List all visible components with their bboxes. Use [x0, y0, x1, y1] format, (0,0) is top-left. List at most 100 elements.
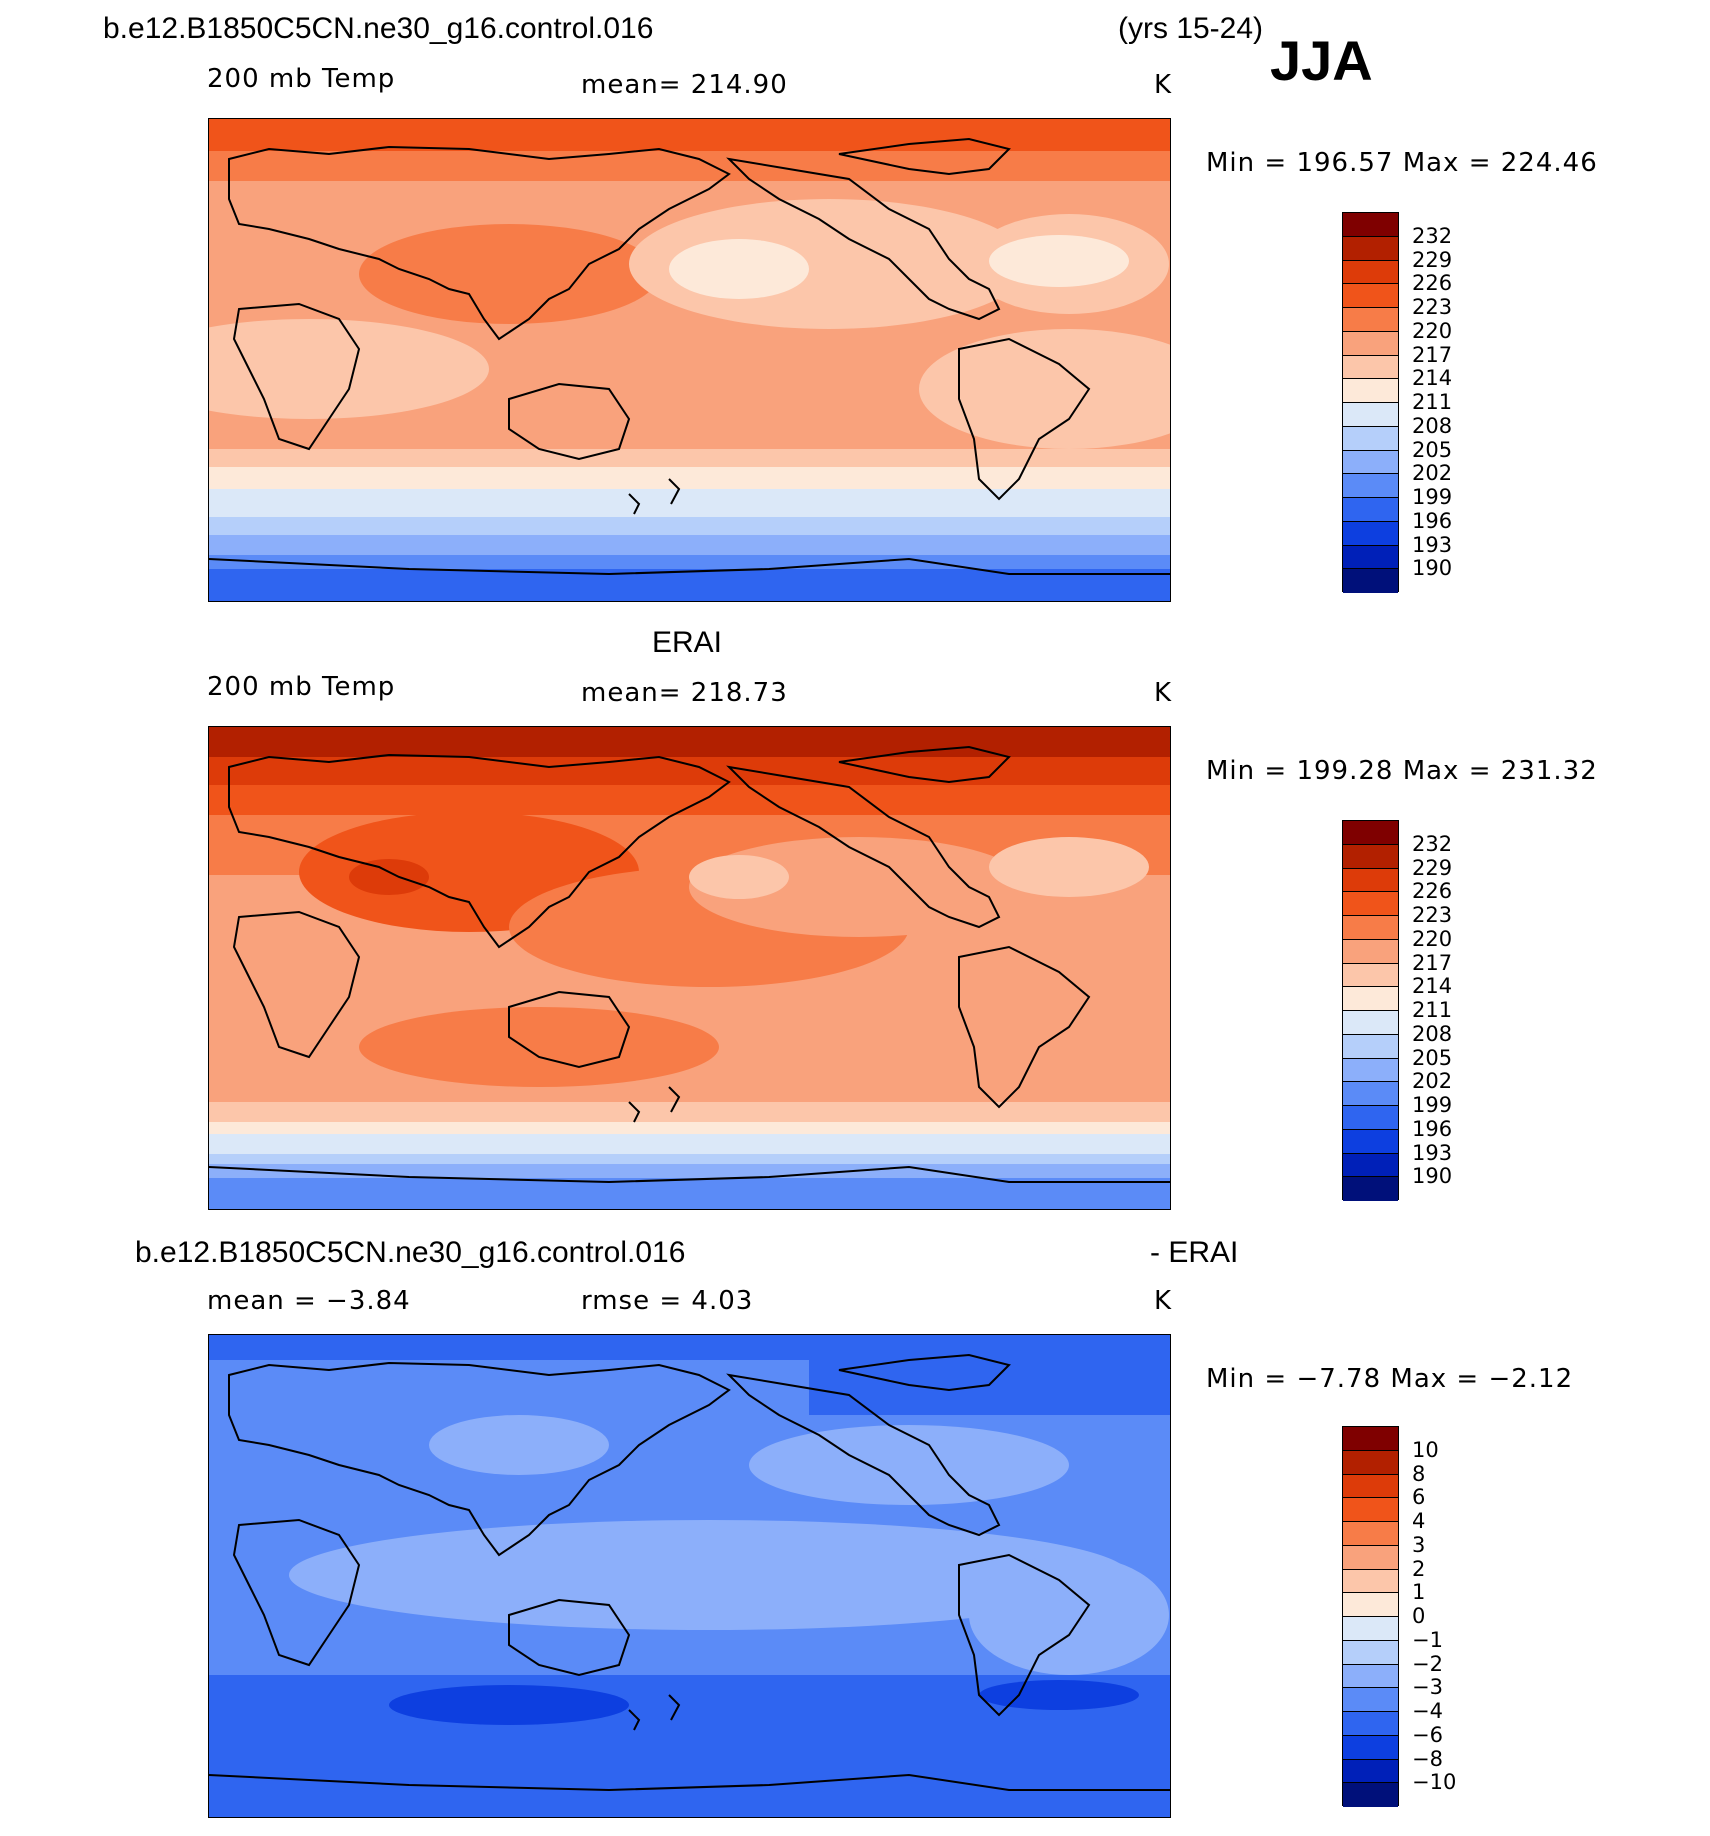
panel3-units: K: [1154, 1286, 1173, 1316]
colorbar-tick-label: −10: [1412, 1770, 1457, 1795]
colorbar-swatch: [1343, 236, 1398, 261]
panel3-rmse: rmse = 4.03: [581, 1286, 754, 1316]
colorbar-swatch: [1343, 1153, 1398, 1178]
panel3-minmax: Min = −7.78 Max = −2.12: [1206, 1364, 1574, 1394]
colorbar-swatch: [1343, 1474, 1398, 1499]
colorbar-swatch: [1343, 1177, 1398, 1201]
colorbar-tick-label: 232: [1412, 831, 1453, 856]
colorbar-swatch: [1343, 545, 1398, 570]
colorbar-swatch: [1343, 498, 1398, 522]
colorbar-swatch: [1343, 355, 1398, 380]
colorbar-tick-label: 8: [1412, 1461, 1426, 1486]
panel2-units: K: [1154, 678, 1173, 708]
panel2-erai-map: [208, 726, 1171, 1210]
years-label: (yrs 15-24): [1118, 12, 1264, 45]
colorbar-tick-label: 226: [1412, 271, 1453, 296]
coastlines-icon: [209, 137, 1170, 576]
colorbar-swatch: [1343, 1617, 1398, 1641]
colorbar-tick-label: 196: [1412, 1116, 1453, 1141]
panel1-mean: mean= 214.90: [581, 70, 788, 100]
colorbar-tick-label: 0: [1412, 1604, 1426, 1628]
panel3-title-right: - ERAI: [1150, 1236, 1239, 1269]
colorbar-swatch: [1343, 1082, 1398, 1106]
colorbar-tick-label: 229: [1412, 855, 1453, 880]
colorbar-tick-label: 205: [1412, 437, 1453, 462]
colorbar-swatch: [1343, 1640, 1398, 1665]
panel1-variable: 200 mb Temp: [207, 64, 396, 94]
colorbar-swatch: [1343, 260, 1398, 285]
colorbar-tick-label: 214: [1412, 974, 1453, 999]
colorbar-tick-label: 220: [1412, 318, 1453, 343]
colorbar-swatch: [1343, 1712, 1398, 1736]
colorbar-swatch: [1343, 1498, 1398, 1522]
colorbar-swatch: [1343, 1058, 1398, 1083]
colorbar-swatch: [1343, 868, 1398, 893]
colorbar-tick-label: 196: [1412, 508, 1453, 533]
colorbar-swatch: [1343, 426, 1398, 451]
colorbar-swatch: [1343, 1783, 1398, 1807]
colorbar-swatch: [1343, 916, 1398, 940]
colorbar-tick-label: 10: [1412, 1437, 1439, 1462]
colorbar-swatch: [1343, 963, 1398, 988]
colorbar-swatch: [1343, 450, 1398, 475]
case-title: b.e12.B1850C5CN.ne30_g16.control.016: [103, 12, 654, 45]
colorbar-swatch: [1343, 821, 1398, 845]
colorbar-tick-label: −4: [1412, 1699, 1443, 1723]
colorbar-tick-label: 4: [1412, 1509, 1426, 1533]
panel3-title-left: b.e12.B1850C5CN.ne30_g16.control.016: [135, 1236, 686, 1269]
colorbar-tick-label: 211: [1412, 390, 1453, 414]
colorbar-swatch: [1343, 569, 1398, 593]
colorbar-swatch: [1343, 1034, 1398, 1059]
colorbar-tick-label: 208: [1412, 1021, 1453, 1046]
colorbar-swatch: [1343, 1011, 1398, 1035]
colorbar-swatch: [1343, 1688, 1398, 1712]
colorbar-tick-label: 217: [1412, 950, 1453, 975]
colorbar-swatch: [1343, 284, 1398, 308]
colorbar-tick-label: −6: [1412, 1722, 1443, 1747]
colorbar-swatch: [1343, 1545, 1398, 1570]
colorbar-tick-label: 217: [1412, 342, 1453, 367]
panel3-difference-map: [208, 1334, 1171, 1818]
colorbar-tick-label: −3: [1412, 1675, 1443, 1700]
colorbar-swatch: [1343, 521, 1398, 546]
colorbar-swatch: [1343, 474, 1398, 498]
colorbar-tick-label: 3: [1412, 1532, 1426, 1557]
colorbar-swatch: [1343, 1593, 1398, 1617]
colorbar-swatch: [1343, 939, 1398, 964]
colorbar-tick-label: 226: [1412, 879, 1453, 904]
colorbar-swatch: [1343, 308, 1398, 332]
panel2-variable: 200 mb Temp: [207, 672, 396, 702]
colorbar-tick-label: 2: [1412, 1556, 1426, 1581]
panel2-mean: mean= 218.73: [581, 678, 788, 708]
panel2-minmax: Min = 199.28 Max = 231.32: [1206, 756, 1598, 786]
colorbar-swatch: [1343, 1106, 1398, 1130]
panel2-colorbar: [1342, 820, 1399, 1201]
colorbar-tick-label: 199: [1412, 1093, 1453, 1117]
colorbar-swatch: [1343, 403, 1398, 427]
colorbar-tick-label: −1: [1412, 1627, 1443, 1652]
colorbar-tick-label: 214: [1412, 366, 1453, 391]
colorbar-tick-label: 193: [1412, 532, 1453, 557]
colorbar-swatch: [1343, 892, 1398, 916]
colorbar-tick-label: 202: [1412, 1069, 1453, 1094]
colorbar-tick-label: 208: [1412, 413, 1453, 438]
colorbar-tick-label: 1: [1412, 1580, 1426, 1605]
colorbar-tick-label: 205: [1412, 1045, 1453, 1070]
colorbar-tick-label: −2: [1412, 1651, 1443, 1676]
colorbar-tick-label: 193: [1412, 1140, 1453, 1165]
season-label: JJA: [1270, 29, 1373, 92]
colorbar-swatch: [1343, 1664, 1398, 1689]
colorbar-swatch: [1343, 844, 1398, 869]
colorbar-swatch: [1343, 379, 1398, 403]
colorbar-swatch: [1343, 1450, 1398, 1475]
panel3-colorbar: [1342, 1426, 1399, 1807]
panel1-colorbar: [1342, 212, 1399, 593]
colorbar-tick-label: 6: [1412, 1485, 1426, 1510]
colorbar-swatch: [1343, 987, 1398, 1011]
colorbar-tick-label: 199: [1412, 485, 1453, 509]
colorbar-tick-label: 211: [1412, 998, 1453, 1022]
colorbar-swatch: [1343, 1569, 1398, 1594]
colorbar-tick-label: 229: [1412, 247, 1453, 272]
colorbar-swatch: [1343, 213, 1398, 237]
colorbar-tick-label: 190: [1412, 556, 1453, 581]
